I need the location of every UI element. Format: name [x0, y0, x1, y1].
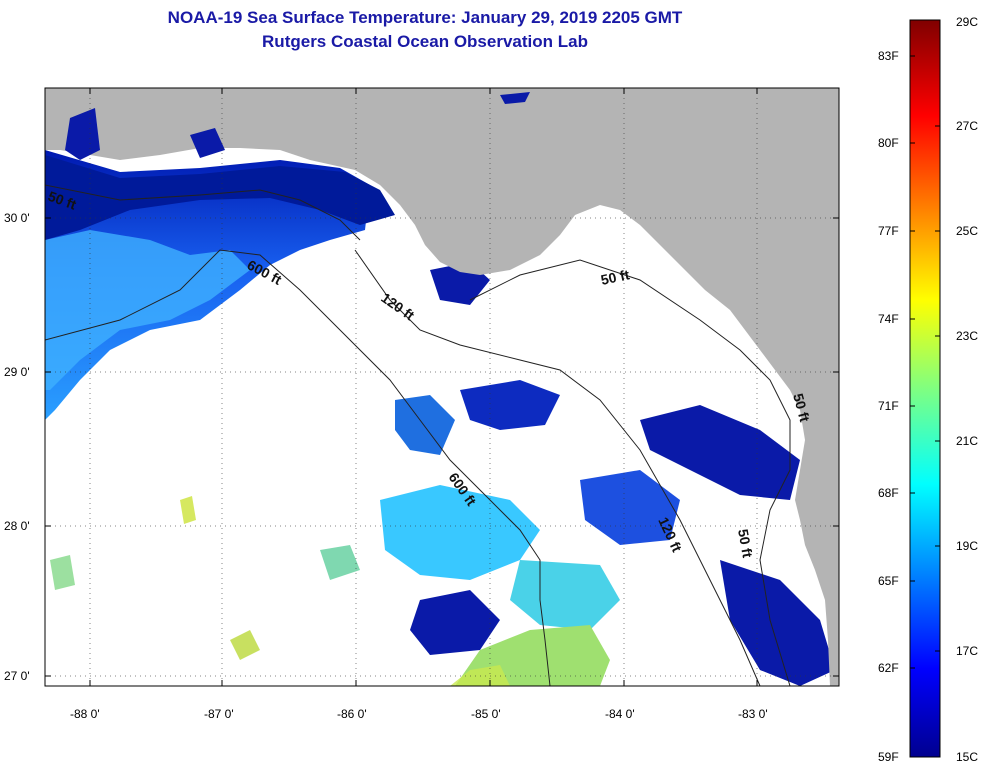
contour-50ft-west [45, 184, 361, 241]
longitude-labels: -88 0' -87 0' -86 0' -85 0' -84 0' -83 0… [70, 707, 768, 721]
lon-label-86: -86 0' [337, 707, 367, 721]
cb-c-29: 29C [956, 15, 978, 29]
patch-south-cyan [510, 560, 620, 630]
lon-label-88: -88 0' [70, 707, 100, 721]
patch-deep-blue [410, 590, 500, 655]
colorbar: 83F 80F 77F 74F 71F 68F 65F 62F 59F 29C … [878, 15, 978, 764]
patch-yellow-2 [230, 630, 260, 660]
contour-label-8: 50 ft [790, 392, 813, 424]
lon-label-83: -83 0' [738, 707, 768, 721]
cb-c-15: 15C [956, 750, 978, 764]
patch-green-1 [50, 555, 75, 590]
land-mass [45, 88, 839, 686]
cb-c-19: 19C [956, 539, 978, 553]
bay-mobile [65, 108, 100, 160]
frame-ticks [45, 88, 839, 686]
cb-c-17: 17C [956, 644, 978, 658]
colorbar-gradient [909, 19, 941, 758]
cb-f-68: 68F [878, 486, 899, 500]
lon-label-87: -87 0' [204, 707, 234, 721]
bathymetry-contours [45, 184, 791, 686]
cb-f-71: 71F [878, 399, 899, 413]
cb-f-74: 74F [878, 312, 899, 326]
map-area [45, 88, 839, 686]
bay-pensacola [190, 128, 225, 158]
patch-central-2 [460, 380, 560, 430]
cb-c-27: 27C [956, 119, 978, 133]
colorbar-ticks [910, 55, 940, 669]
west-shelf-cool [45, 230, 250, 390]
cb-c-21: 21C [956, 434, 978, 448]
cb-c-25: 25C [956, 224, 978, 238]
contour-120ft [354, 249, 761, 686]
lat-label-27: 27 0' [4, 669, 30, 683]
contour-label-4: 50 ft [599, 266, 631, 288]
contour-50ft-east [469, 259, 791, 686]
contour-label-7: 50 ft [735, 528, 756, 559]
map-frame [44, 87, 840, 687]
latitude-labels: 30 0' 29 0' 28 0' 27 0' [4, 211, 30, 683]
bay-apalachee [500, 92, 530, 104]
contour-600ft [45, 249, 551, 686]
cb-f-80: 80F [878, 136, 899, 150]
cb-f-77: 77F [878, 224, 899, 238]
lon-label-85: -85 0' [471, 707, 501, 721]
patch-east-cold-2 [720, 560, 835, 686]
patch-green-2 [320, 545, 360, 580]
cb-f-65: 65F [878, 574, 899, 588]
patch-central [395, 395, 455, 455]
patch-tampa-cyan [380, 485, 540, 580]
patch-yellow-1 [180, 496, 196, 524]
cb-f-62: 62F [878, 661, 899, 675]
map-title: NOAA-19 Sea Surface Temperature: January… [167, 8, 683, 27]
lon-label-84: -84 0' [605, 707, 635, 721]
patch-east-cold [640, 405, 800, 500]
cb-f-83: 83F [878, 49, 899, 63]
lat-label-29: 29 0' [4, 365, 30, 379]
lat-label-30: 30 0' [4, 211, 30, 225]
west-coastal-cold [45, 155, 395, 240]
cb-f-59: 59F [878, 750, 899, 764]
cb-c-23: 23C [956, 329, 978, 343]
map-subtitle: Rutgers Coastal Ocean Observation Lab [262, 32, 588, 51]
lat-label-28: 28 0' [4, 519, 30, 533]
